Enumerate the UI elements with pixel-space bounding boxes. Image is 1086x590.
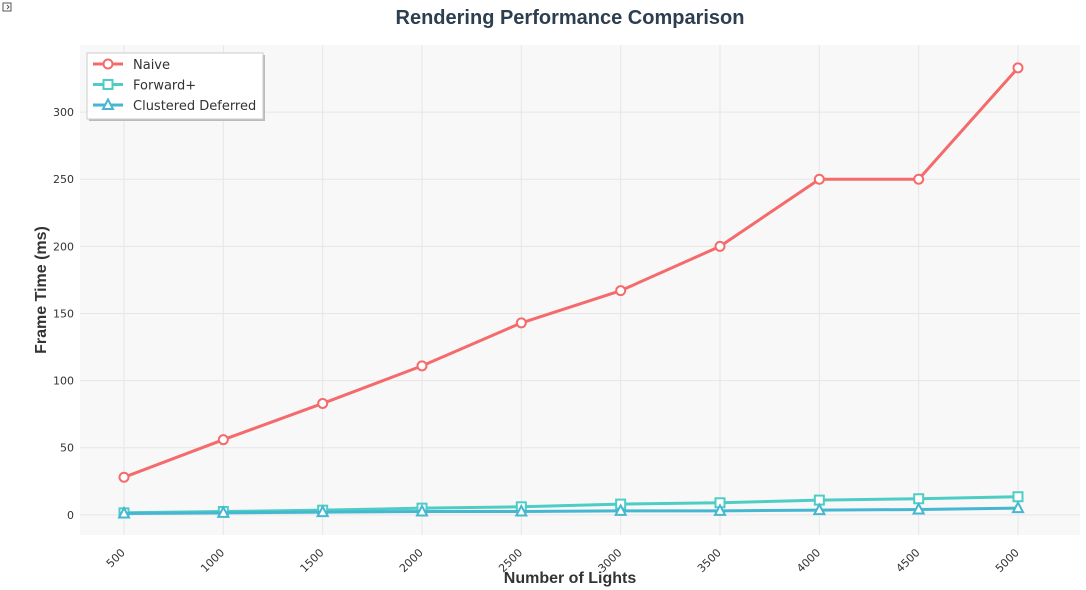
y-tick-label: 50 — [60, 442, 74, 455]
y-tick-label: 300 — [53, 106, 74, 119]
x-tick-label: 5000 — [993, 546, 1022, 575]
x-tick-label: 1000 — [198, 546, 227, 575]
legend-label: Naive — [133, 58, 170, 73]
chart-title: Rendering Performance Comparison — [396, 7, 745, 29]
data-point-triangle — [812, 502, 826, 516]
y-axis-label: Frame Time (ms) — [33, 226, 50, 354]
legend-item: Forward+ — [93, 79, 196, 94]
data-point-circle — [217, 434, 229, 446]
x-axis-label: Number of Lights — [504, 570, 637, 587]
data-point-triangle — [117, 505, 131, 519]
data-point-circle — [913, 173, 925, 185]
y-axis-ticks: 0 50 100 150 200 250 300 — [53, 106, 74, 522]
data-point-square — [102, 79, 114, 90]
data-point-circle — [102, 58, 114, 70]
series-line — [123, 506, 1019, 516]
data-point-circle — [317, 397, 329, 409]
legend-label: Clustered Deferred — [133, 99, 256, 114]
data-point-triangle — [101, 97, 115, 110]
data-point-triangle — [216, 505, 230, 518]
x-tick-label: 4000 — [794, 546, 823, 575]
legend-item: Naive — [93, 58, 170, 73]
x-tick-label: 3500 — [695, 546, 724, 575]
x-tick-label: 1500 — [298, 546, 327, 575]
x-tick-label: 500 — [104, 546, 128, 570]
series-line — [123, 66, 1020, 479]
data-point-square — [1012, 491, 1024, 503]
data-point-triangle — [912, 501, 926, 515]
legend-item: Clustered Deferred — [93, 97, 256, 114]
series-naive — [118, 62, 1024, 483]
legend-label: Forward+ — [133, 79, 196, 94]
y-tick-label: 250 — [53, 173, 74, 186]
y-tick-label: 100 — [53, 375, 74, 388]
data-point-circle — [1012, 62, 1024, 74]
data-point-triangle — [713, 503, 727, 516]
y-tick-label: 150 — [53, 307, 74, 320]
y-tick-label: 200 — [53, 240, 74, 253]
plot-area — [80, 45, 1080, 535]
data-point-circle — [714, 240, 726, 252]
series-layer — [117, 62, 1025, 519]
data-point-triangle — [1011, 500, 1025, 514]
data-point-triangle — [514, 503, 528, 517]
data-point-circle — [416, 360, 428, 372]
y-tick-label: 0 — [67, 509, 74, 522]
data-point-triangle — [316, 504, 330, 518]
series-clustered-deferred — [117, 500, 1025, 519]
data-point-circle — [515, 317, 527, 329]
legend: Naive Forward+ Clustered Deferred — [86, 52, 265, 121]
series-line — [123, 495, 1019, 515]
data-point-triangle — [415, 503, 429, 517]
data-point-circle — [615, 285, 627, 297]
x-tick-label: 2000 — [397, 546, 426, 575]
data-point-circle — [118, 471, 130, 483]
data-point-triangle — [614, 503, 628, 516]
data-point-circle — [813, 173, 825, 185]
x-tick-label: 4500 — [894, 546, 923, 575]
expand-icon[interactable] — [2, 2, 14, 14]
